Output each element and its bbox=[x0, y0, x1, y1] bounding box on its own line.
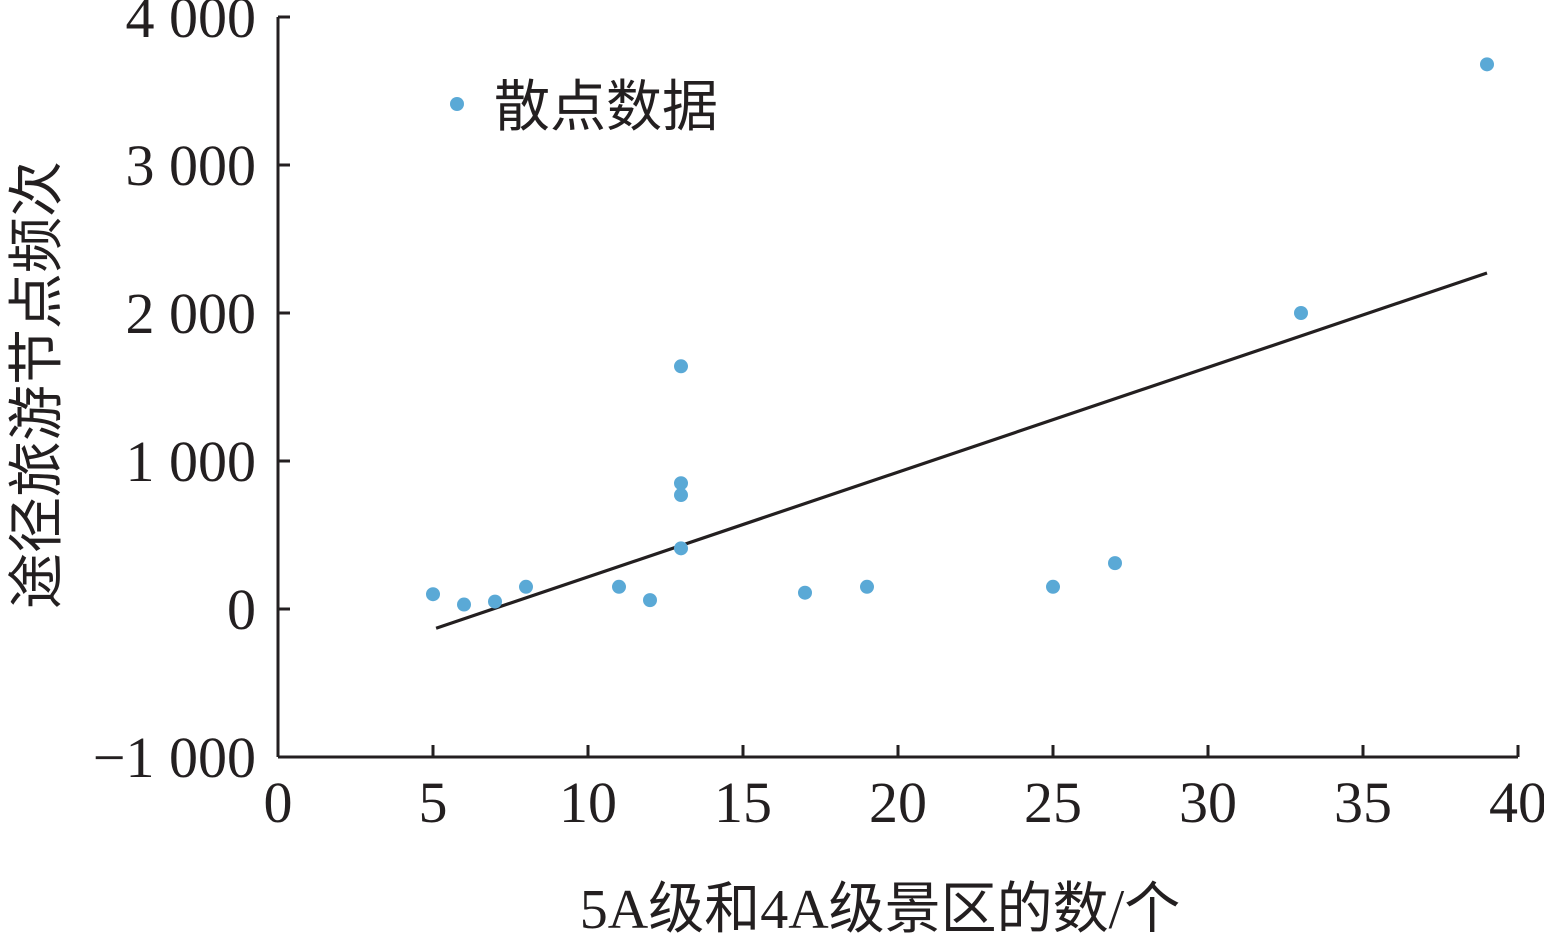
data-point bbox=[798, 585, 812, 600]
data-point bbox=[426, 587, 440, 602]
x-tick-label: 0 bbox=[264, 770, 293, 835]
data-point bbox=[674, 359, 688, 374]
x-tick-label: 25 bbox=[1024, 770, 1082, 835]
scatter-points bbox=[426, 57, 1494, 612]
data-point bbox=[674, 541, 688, 556]
y-tick-label: 2 000 bbox=[126, 281, 257, 346]
data-point bbox=[612, 579, 626, 594]
x-axis-title: 5A级和4A级景区的数/个 bbox=[580, 879, 1180, 939]
data-point bbox=[643, 593, 657, 608]
legend-marker bbox=[450, 97, 464, 111]
x-tick-label: 10 bbox=[559, 770, 617, 835]
x-tick-label: 15 bbox=[714, 770, 772, 835]
trendline-layer bbox=[435, 271, 1488, 630]
y-tick-label: 4 000 bbox=[126, 0, 257, 50]
data-point bbox=[1108, 556, 1122, 571]
x-tick-label: 30 bbox=[1179, 770, 1237, 835]
x-tick-label: 40 bbox=[1489, 770, 1544, 835]
legend: 散点数据 bbox=[450, 77, 718, 139]
data-point bbox=[1294, 306, 1308, 320]
y-tick-label: 0 bbox=[227, 577, 256, 642]
data-point bbox=[860, 579, 874, 594]
x-tick-label: 5 bbox=[419, 770, 448, 835]
x-tick-label: 35 bbox=[1334, 770, 1392, 835]
y-axis-title: 途径旅游节点频次 bbox=[7, 161, 69, 609]
data-point bbox=[674, 488, 688, 503]
data-point bbox=[674, 476, 688, 491]
data-point bbox=[457, 597, 471, 612]
y-tick-label: 3 000 bbox=[126, 133, 257, 198]
trendline bbox=[435, 271, 1488, 630]
data-point bbox=[519, 579, 533, 594]
y-tick-label: 1 000 bbox=[126, 429, 257, 494]
data-point bbox=[1480, 57, 1494, 72]
data-point bbox=[488, 594, 502, 609]
data-point bbox=[1046, 579, 1060, 594]
x-tick-label: 20 bbox=[869, 770, 927, 835]
y-tick-label: −1 000 bbox=[93, 725, 256, 790]
legend-label: 散点数据 bbox=[494, 77, 718, 139]
